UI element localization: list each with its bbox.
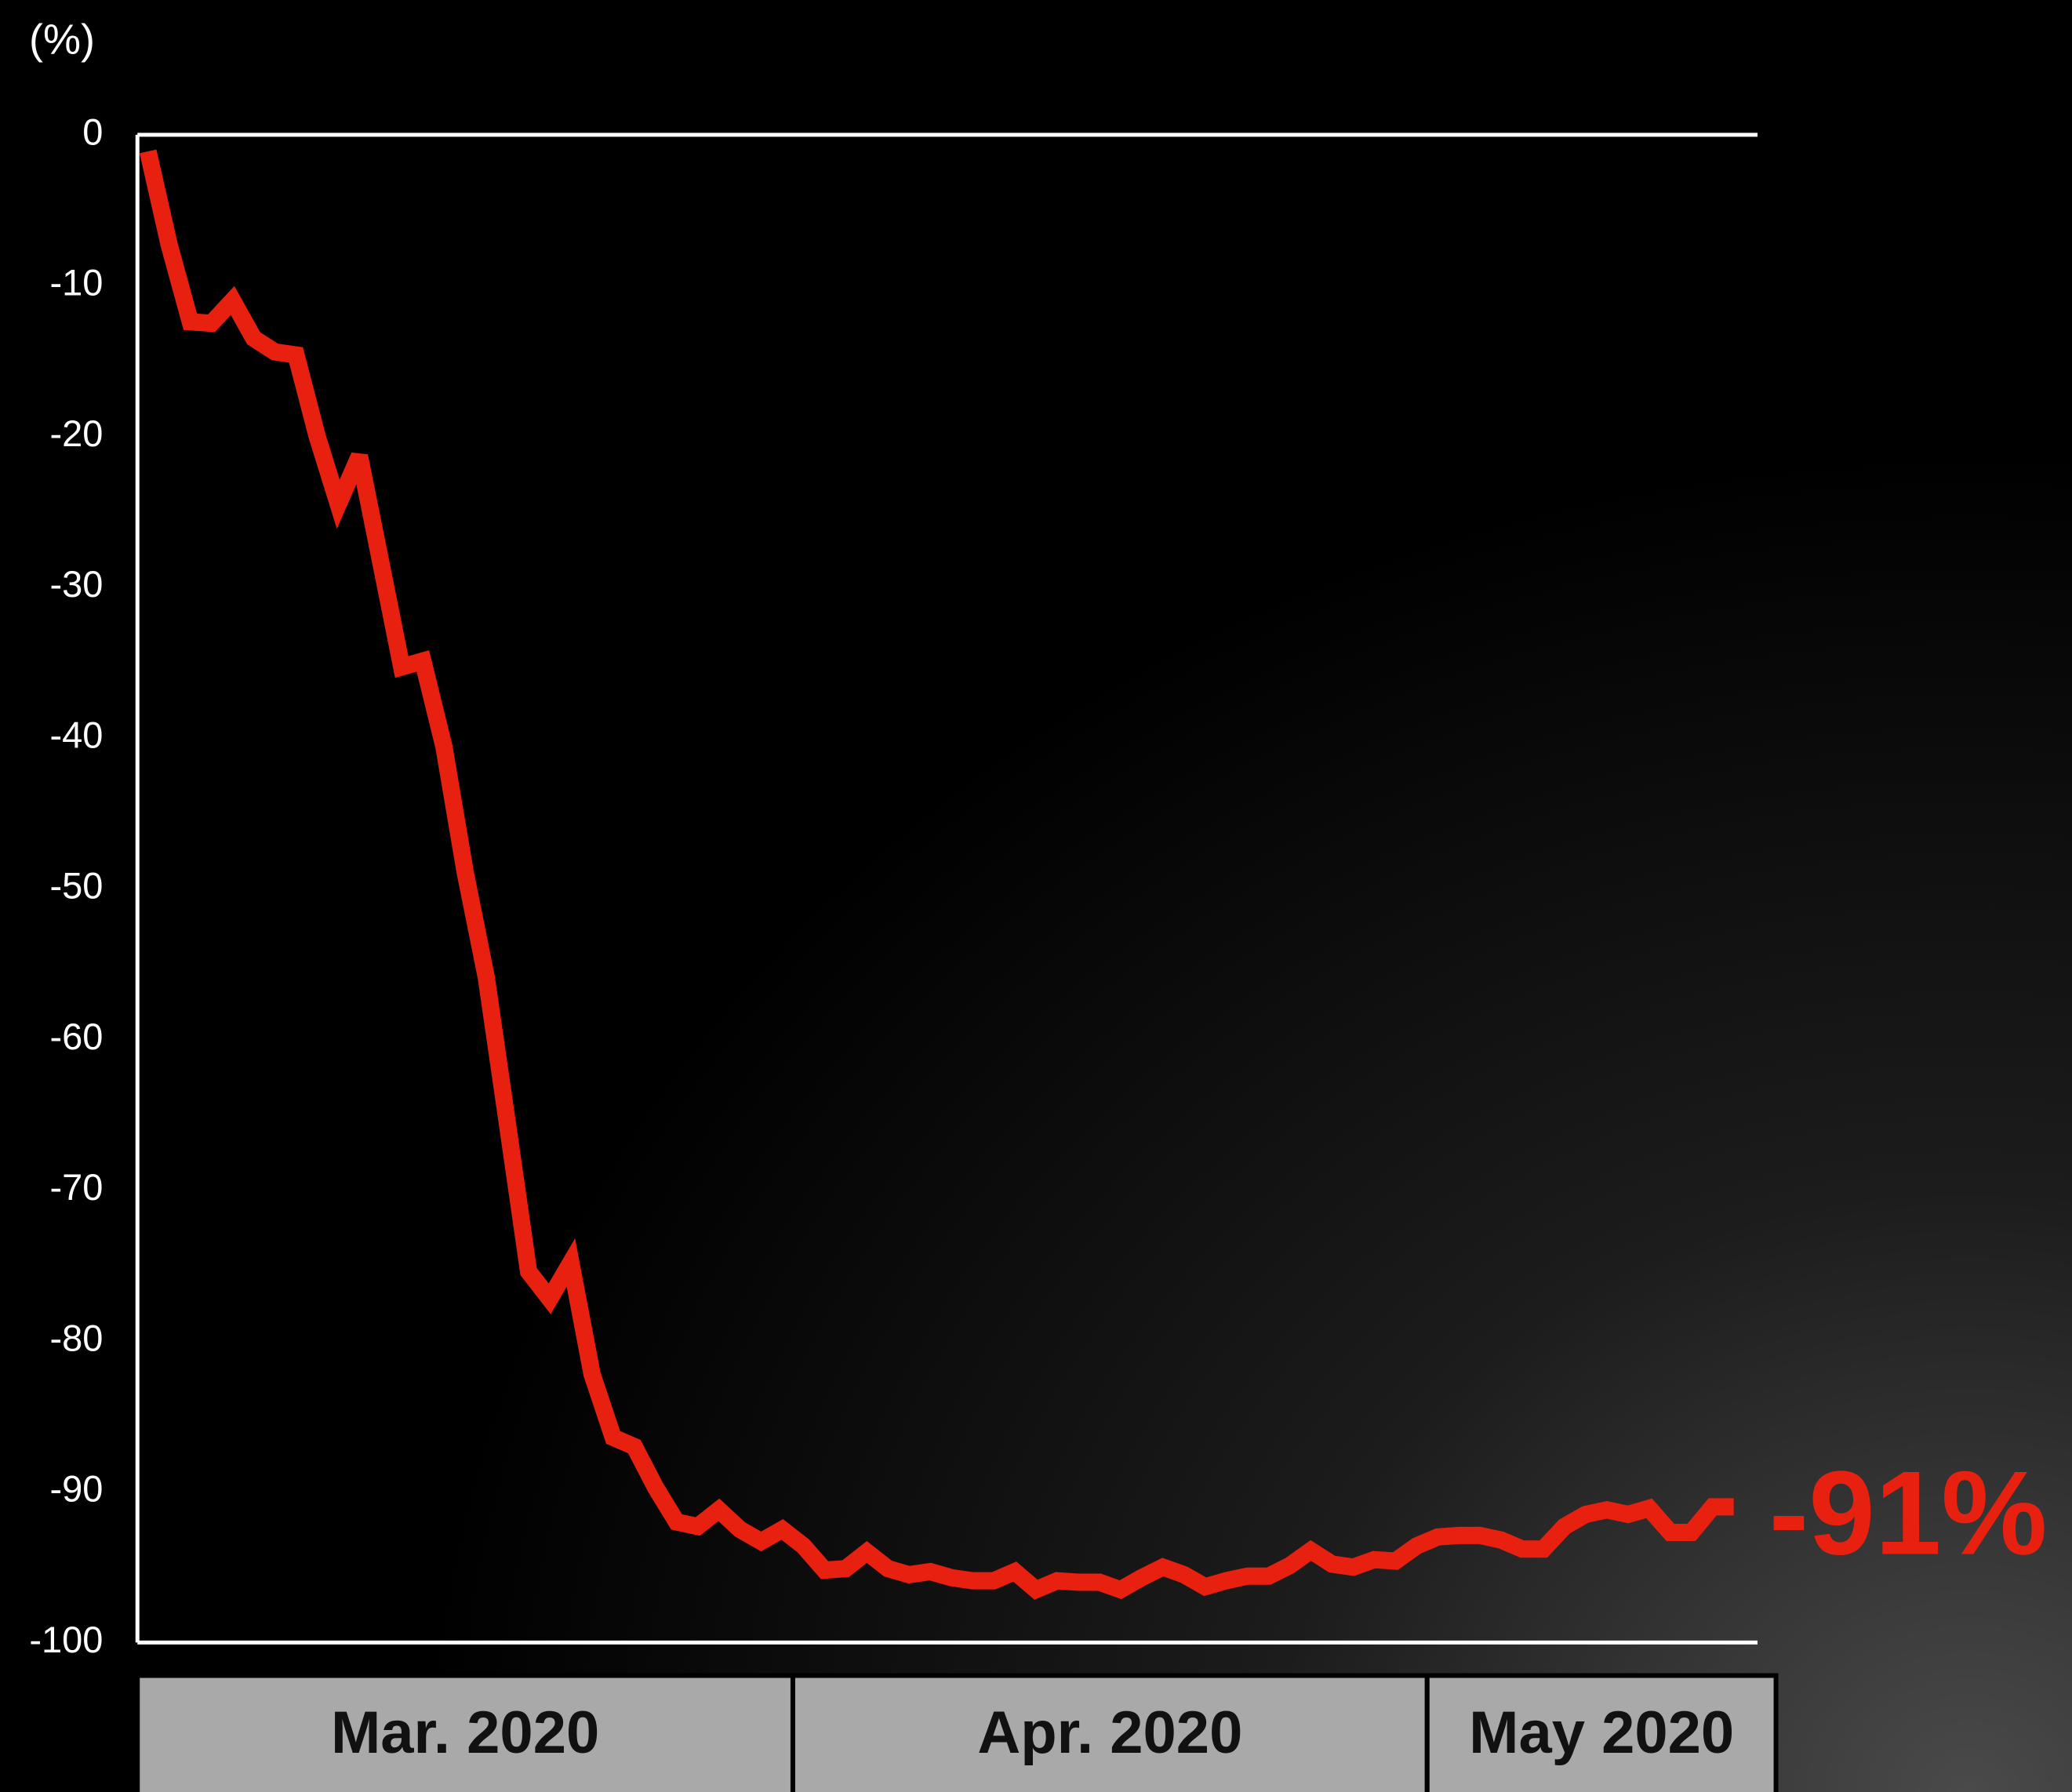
y-tick-label: -70 <box>49 1166 103 1208</box>
y-tick-label: -20 <box>49 413 103 454</box>
y-tick-label: -30 <box>49 563 103 605</box>
y-tick-label: -100 <box>29 1619 103 1660</box>
y-unit: (%) <box>29 16 95 63</box>
y-tick-label: -10 <box>49 262 103 304</box>
y-tick-label: -50 <box>49 865 103 907</box>
y-tick-label: -90 <box>49 1468 103 1510</box>
y-tick-label: 0 <box>82 111 103 152</box>
x-band <box>1424 1673 1779 1792</box>
value-label: -91% <box>1769 1447 2048 1580</box>
x-band <box>135 1673 795 1792</box>
x-band-label: May 2020 <box>1469 1699 1734 1766</box>
y-tick-label: -80 <box>49 1317 103 1358</box>
x-band-label: Apr. 2020 <box>977 1699 1242 1766</box>
x-band-label: Mar. 2020 <box>331 1699 599 1766</box>
data-line <box>139 149 1734 1600</box>
y-tick-label: -60 <box>49 1016 103 1057</box>
x-band <box>790 1673 1430 1792</box>
y-tick-label: -40 <box>49 714 103 755</box>
